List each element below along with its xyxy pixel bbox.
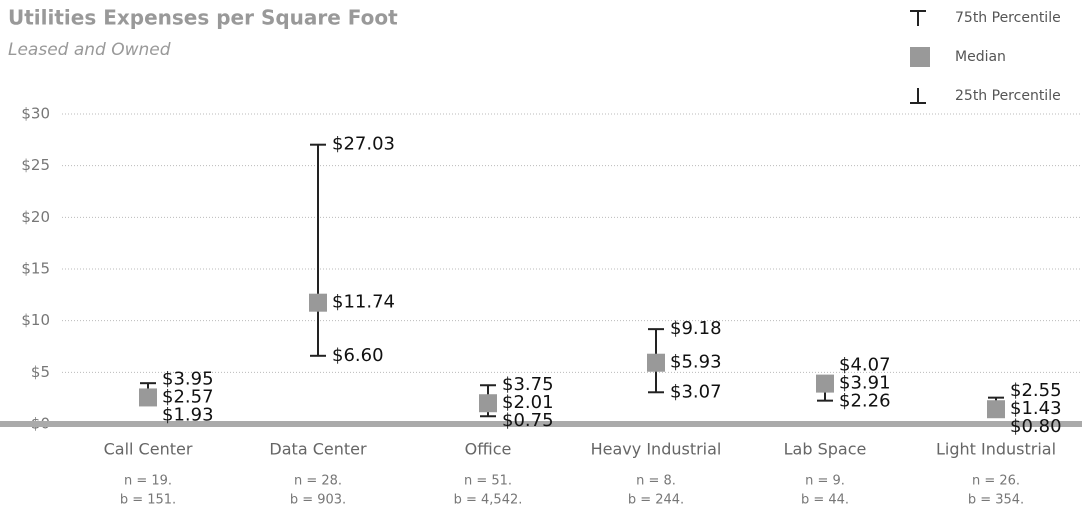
y-tick-label: $10 [21, 311, 50, 329]
value-label: $9.18 [670, 318, 722, 339]
value-label: $11.74 [332, 292, 395, 313]
legend-symbol [910, 47, 930, 67]
value-label: $2.01 [502, 392, 554, 413]
median-marker [479, 394, 497, 413]
sample-note: b = 4,542. [454, 493, 523, 508]
value-label: $2.57 [162, 386, 214, 407]
median-marker [309, 293, 327, 312]
median-marker [647, 353, 665, 372]
x-tick-label: Call Center [104, 440, 193, 459]
y-tick-label: $15 [21, 260, 50, 278]
x-tick-label: Light Industrial [936, 440, 1056, 459]
value-label: $3.07 [670, 381, 722, 402]
y-tick-label: $30 [21, 105, 50, 123]
value-label: $27.03 [332, 134, 395, 155]
chart-subtitle: Leased and Owned [8, 40, 171, 60]
value-label: $3.91 [839, 373, 891, 394]
legend-label: 75th Percentile [955, 10, 1061, 26]
sample-note: n = 19. [124, 474, 172, 489]
sample-note: b = 903. [290, 493, 346, 508]
value-label: $5.93 [670, 352, 722, 373]
value-label: $6.60 [332, 345, 384, 366]
x-tick-label: Office [465, 440, 512, 459]
x-tick-label: Lab Space [784, 440, 867, 459]
value-label: $1.93 [162, 404, 214, 425]
sample-note: n = 26. [972, 474, 1020, 489]
y-tick-label: $20 [21, 208, 50, 226]
value-label: $0.75 [502, 410, 554, 431]
value-label: $3.95 [162, 368, 214, 389]
legend-label: Median [955, 49, 1006, 65]
value-label: $4.07 [839, 355, 891, 376]
y-tick-label: $5 [31, 363, 50, 381]
value-label: $1.43 [1010, 398, 1062, 419]
value-label: $2.55 [1010, 380, 1062, 401]
x-tick-label: Heavy Industrial [591, 440, 722, 459]
sample-note: n = 51. [464, 474, 512, 489]
legend-label: 25th Percentile [955, 88, 1061, 104]
y-tick-label: $25 [21, 156, 50, 174]
sample-note: n = 8. [636, 474, 676, 489]
median-marker [139, 388, 157, 407]
value-label: $3.75 [502, 374, 554, 395]
sample-note: n = 28. [294, 474, 342, 489]
sample-note: b = 244. [628, 493, 684, 508]
chart-title: Utilities Expenses per Square Foot [8, 6, 398, 30]
sample-note: b = 44. [801, 493, 849, 508]
sample-note: b = 354. [968, 493, 1024, 508]
median-marker [987, 400, 1005, 419]
value-label: $0.80 [1010, 416, 1062, 437]
sample-note: n = 9. [805, 474, 845, 489]
median-marker [816, 374, 834, 393]
x-tick-label: Data Center [269, 440, 367, 459]
sample-note: b = 151. [120, 493, 176, 508]
value-label: $2.26 [839, 391, 891, 412]
